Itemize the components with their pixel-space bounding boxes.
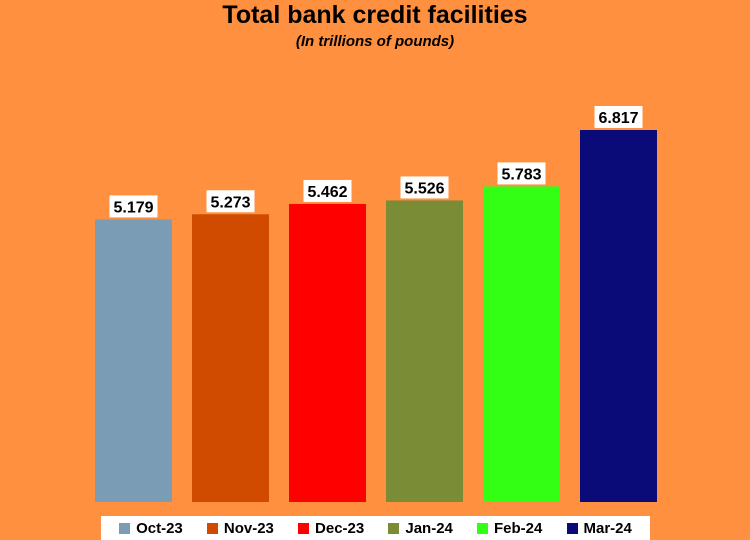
data-label-box (497, 162, 546, 185)
legend-label: Jan-24 (405, 519, 453, 537)
data-label-box (400, 176, 449, 199)
legend-swatch (388, 522, 400, 534)
data-label: 5.273 (210, 194, 250, 211)
bar-feb-24 (483, 186, 560, 503)
legend-swatch (477, 522, 489, 534)
legend-swatch (206, 522, 218, 534)
data-label-box (206, 190, 255, 213)
legend-label: Dec-23 (315, 519, 365, 537)
data-label: 5.783 (501, 166, 541, 183)
legend-item: Nov-23 (206, 519, 274, 537)
legend-item: Feb-24 (477, 520, 542, 537)
data-label: 5.179 (113, 199, 153, 216)
legend-swatch (119, 522, 131, 534)
bar-dec-23 (289, 203, 366, 502)
legend-label: Nov-23 (223, 519, 274, 537)
legend-item: Oct-23 (119, 520, 183, 537)
data-label-box (109, 195, 158, 218)
legend-label: Mar-24 (583, 519, 632, 537)
legend-label: Oct-23 (136, 519, 183, 537)
legend-item: Mar-24 (566, 519, 632, 537)
legend-item: Jan-24 (388, 520, 453, 537)
chart-subtitle: (In trillions of pounds) (295, 33, 455, 50)
data-label: 5.526 (404, 180, 444, 197)
data-label: 5.462 (307, 184, 347, 201)
bar-nov-23 (192, 214, 269, 502)
data-label-box (594, 106, 643, 128)
legend-swatch (298, 522, 310, 534)
data-label-box (303, 179, 352, 202)
bar-jan-24 (386, 200, 463, 503)
legend-item: Dec-23 (298, 520, 364, 537)
data-label: 6.817 (598, 110, 638, 127)
legend-swatch (566, 522, 578, 534)
chart-title: Total bank credit facilities (222, 1, 528, 29)
legend-label: Feb-24 (494, 519, 543, 537)
bar-oct-23 (95, 219, 172, 503)
bar-mar-24 (580, 130, 657, 502)
chart-legend: Oct-23 Nov-23 Dec-23 Jan-24 Feb-24 Mar-24 (101, 516, 650, 540)
